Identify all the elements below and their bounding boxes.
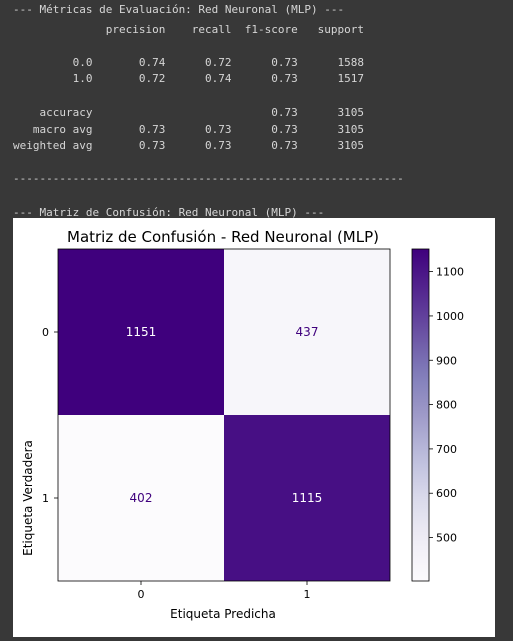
matrix-cell-0-0 <box>58 249 224 415</box>
report-row-weighted-avg: weighted avg 0.73 0.73 0.73 3105 <box>13 139 364 152</box>
cell-value-1-1: 1115 <box>292 491 323 505</box>
report-column-header: precision recall f1-score support <box>13 23 364 36</box>
report-row-class-1: 1.0 0.72 0.74 0.73 1517 <box>13 72 364 85</box>
colorbar-tick-label-1100: 1100 <box>436 266 464 279</box>
confusion-matrix-figure: Matriz de Confusión - Red Neuronal (MLP)… <box>13 218 495 637</box>
colorbar-tick-label-900: 900 <box>436 354 457 367</box>
cell-value-0-1: 437 <box>296 325 319 339</box>
confusion-matrix-chart: Matriz de Confusión - Red Neuronal (MLP)… <box>21 228 464 621</box>
y-tick-label-0: 0 <box>42 326 49 339</box>
colorbar-tick-label-1000: 1000 <box>436 310 464 323</box>
separator-line: ----------------------------------------… <box>13 172 404 185</box>
x-axis-label: Etiqueta Predicha <box>170 607 276 621</box>
confusion-matrix-header: --- Matriz de Confusión: Red Neuronal (M… <box>13 206 325 219</box>
report-row-accuracy: accuracy 0.73 3105 <box>13 106 364 119</box>
colorbar-tick-label-600: 600 <box>436 487 457 500</box>
report-row-macro-avg: macro avg 0.73 0.73 0.73 3105 <box>13 123 364 136</box>
report-row-class-0: 0.0 0.74 0.72 0.73 1588 <box>13 56 364 69</box>
matrix-cell-1-1 <box>224 415 390 581</box>
colorbar-tick-label-800: 800 <box>436 399 457 412</box>
y-tick-label-1: 1 <box>42 492 49 505</box>
matrix-cell-1-0 <box>58 415 224 581</box>
chart-title: Matriz de Confusión - Red Neuronal (MLP) <box>67 228 379 246</box>
report-header: --- Métricas de Evaluación: Red Neuronal… <box>13 3 345 16</box>
colorbar-tick-label-700: 700 <box>436 443 457 456</box>
plot-frame <box>57 248 391 582</box>
colorbar-tick-label-500: 500 <box>436 532 457 545</box>
cell-value-1-0: 402 <box>130 491 153 505</box>
x-tick-label-0: 0 <box>138 588 145 601</box>
cell-value-0-0: 1151 <box>126 325 157 339</box>
x-tick-label-1: 1 <box>304 588 311 601</box>
matrix-cell-0-1 <box>224 249 390 415</box>
y-axis-label: Etiqueta Verdadera <box>21 440 35 556</box>
colorbar <box>411 248 430 582</box>
